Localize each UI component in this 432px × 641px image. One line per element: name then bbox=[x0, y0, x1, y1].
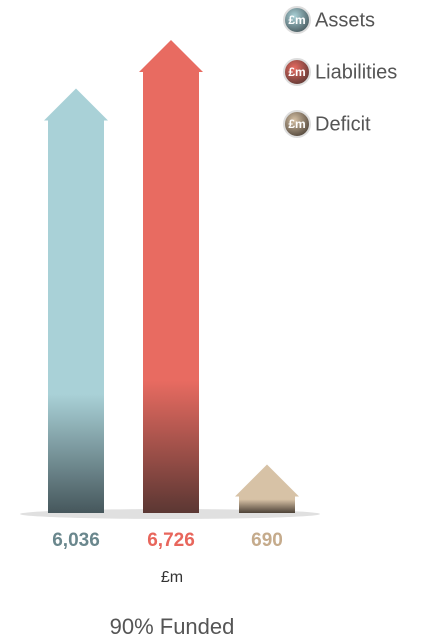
legend-icon bbox=[283, 110, 311, 138]
legend-label: Deficit bbox=[315, 113, 371, 135]
bar bbox=[235, 464, 299, 513]
legend-icon bbox=[283, 58, 311, 86]
legend-label: Assets bbox=[315, 9, 375, 31]
legend-icon-text: £m bbox=[288, 13, 305, 27]
legend-icon-text: £m bbox=[288, 117, 305, 131]
legend-label: Liabilities bbox=[315, 61, 397, 83]
chart-title: 90% Funded bbox=[110, 614, 235, 639]
legend-icon-text: £m bbox=[288, 65, 305, 79]
value-label: 690 bbox=[251, 530, 283, 551]
legend-icon bbox=[283, 6, 311, 34]
value-label: 6,036 bbox=[52, 530, 100, 551]
bar bbox=[139, 40, 203, 513]
unit-label: £m bbox=[161, 569, 183, 586]
value-label: 6,726 bbox=[147, 530, 195, 551]
bar bbox=[44, 88, 108, 514]
